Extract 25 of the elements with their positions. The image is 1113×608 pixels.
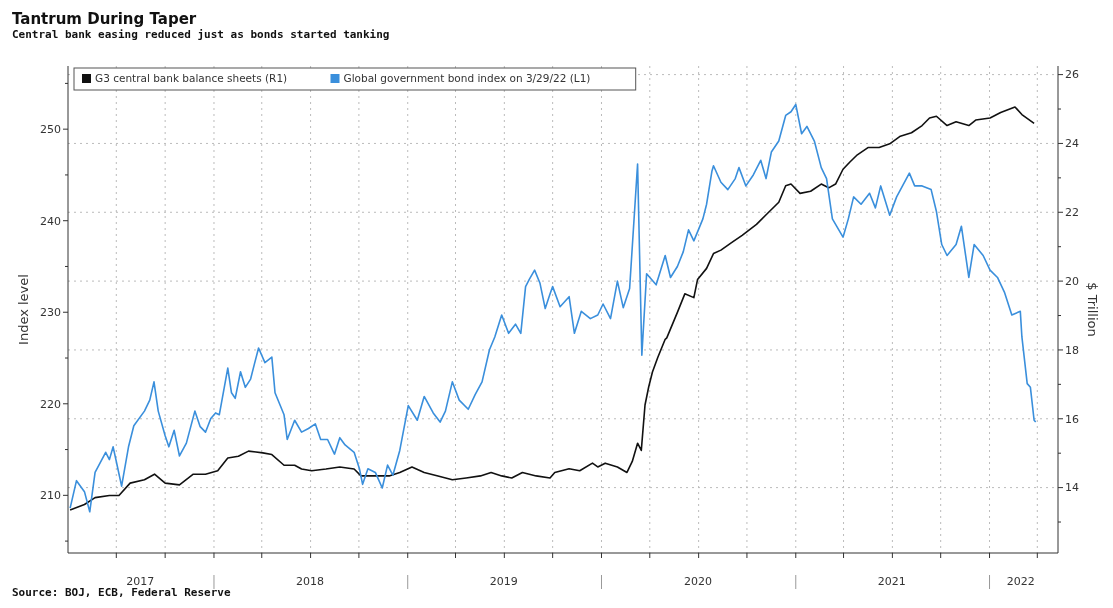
y2-tick-label: 16	[1065, 412, 1079, 426]
y2-tick-label: 24	[1065, 137, 1079, 151]
y2-tick-label: 22	[1065, 206, 1079, 220]
y-tick-label: 220	[40, 397, 61, 411]
y2-tick-label: 18	[1065, 343, 1079, 357]
chart-subtitle: Central bank easing reduced just as bonds started tanking	[12, 28, 390, 41]
chart-title: Tantrum During Taper	[12, 10, 197, 28]
y2-tick-label: 26	[1065, 68, 1079, 82]
x-tick-label: 2021	[877, 575, 906, 588]
y-tick-label: 210	[40, 489, 61, 503]
y-tick-label: 250	[40, 123, 61, 137]
x-tick-label: 2019	[489, 575, 518, 588]
x-tick-label: 2020	[684, 575, 713, 588]
y-axis-title: Index level	[16, 274, 31, 345]
x-tick-label: 2017	[126, 575, 155, 588]
legend-label: Global government bond index on 3/29/22 (L1)	[343, 72, 591, 85]
legend-label: G3 central bank balance sheets (R1)	[95, 72, 288, 85]
y2-axis-title: $ Trillion	[1085, 282, 1100, 337]
source-note: Source: BOJ, ECB, Federal Reserve	[12, 586, 231, 599]
y2-tick-label: 14	[1065, 481, 1079, 495]
x-tick-label: 2018	[296, 575, 325, 588]
y-tick-label: 230	[40, 306, 61, 320]
y-tick-label: 240	[40, 214, 61, 228]
x-tick-label: 2022	[1006, 575, 1035, 588]
y2-tick-label: 20	[1065, 274, 1079, 288]
